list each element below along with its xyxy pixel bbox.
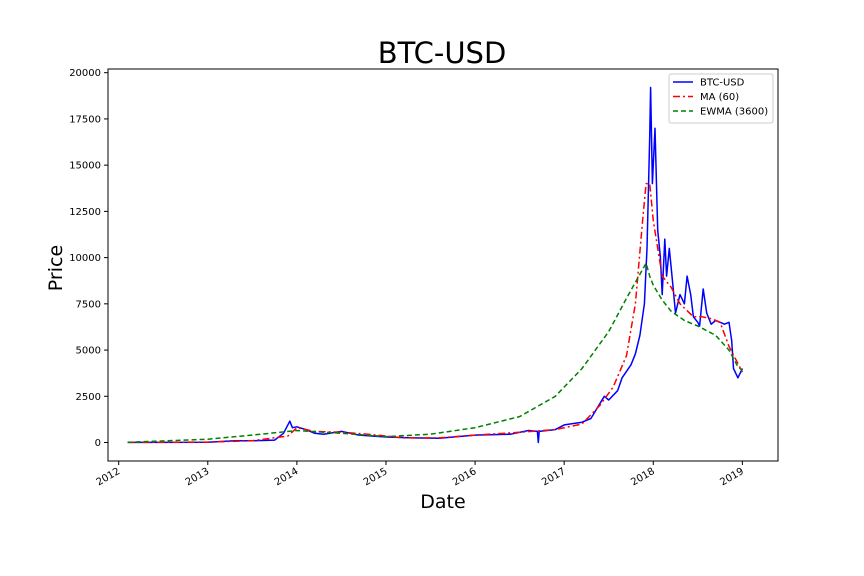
series-line-1 <box>127 182 744 444</box>
y-tick-label: 12500 <box>69 207 101 218</box>
y-tick-label: 0 <box>95 438 101 449</box>
y-tick-label: 15000 <box>69 161 101 172</box>
x-axis: 2012 2013 2014 2015 2016 2017 2018 2019 <box>95 461 746 488</box>
y-tick-label: 2500 <box>76 392 101 403</box>
legend-label: MA (60) <box>700 92 739 103</box>
y-tick-label: 20000 <box>69 68 101 79</box>
plot-frame <box>107 68 779 462</box>
x-tick-label: 2016 <box>451 466 479 488</box>
legend-label: BTC-USD <box>700 78 745 89</box>
y-axis: 0 2500 5000 7500 10000 12500 15000 17500 20000 <box>69 68 108 449</box>
x-tick-label: 2017 <box>540 466 568 488</box>
x-tick-label: 2013 <box>184 466 212 488</box>
y-tick-label: 10000 <box>69 253 101 264</box>
plot-area <box>107 68 779 462</box>
chart-title: BTC-USD <box>378 36 507 70</box>
y-tick-label: 7500 <box>76 299 101 310</box>
y-tick-label: 17500 <box>69 114 101 125</box>
y-axis-label: Price <box>45 245 67 291</box>
series-line-2 <box>127 262 743 444</box>
x-axis-label: Date <box>420 491 465 513</box>
x-tick-label: 2014 <box>273 466 301 488</box>
legend-box <box>668 73 774 124</box>
y-tick-label: 5000 <box>76 346 101 357</box>
x-tick-label: 2018 <box>629 466 657 488</box>
x-tick-label: 2019 <box>718 466 746 488</box>
x-tick-label: 2012 <box>95 466 123 488</box>
series-line-0 <box>127 86 744 444</box>
series-layer <box>127 86 744 444</box>
legend: BTC-USD MA (60) EWMA (3600) <box>668 73 774 124</box>
legend-label: EWMA (3600) <box>700 107 768 118</box>
x-tick-label: 2015 <box>362 466 390 488</box>
